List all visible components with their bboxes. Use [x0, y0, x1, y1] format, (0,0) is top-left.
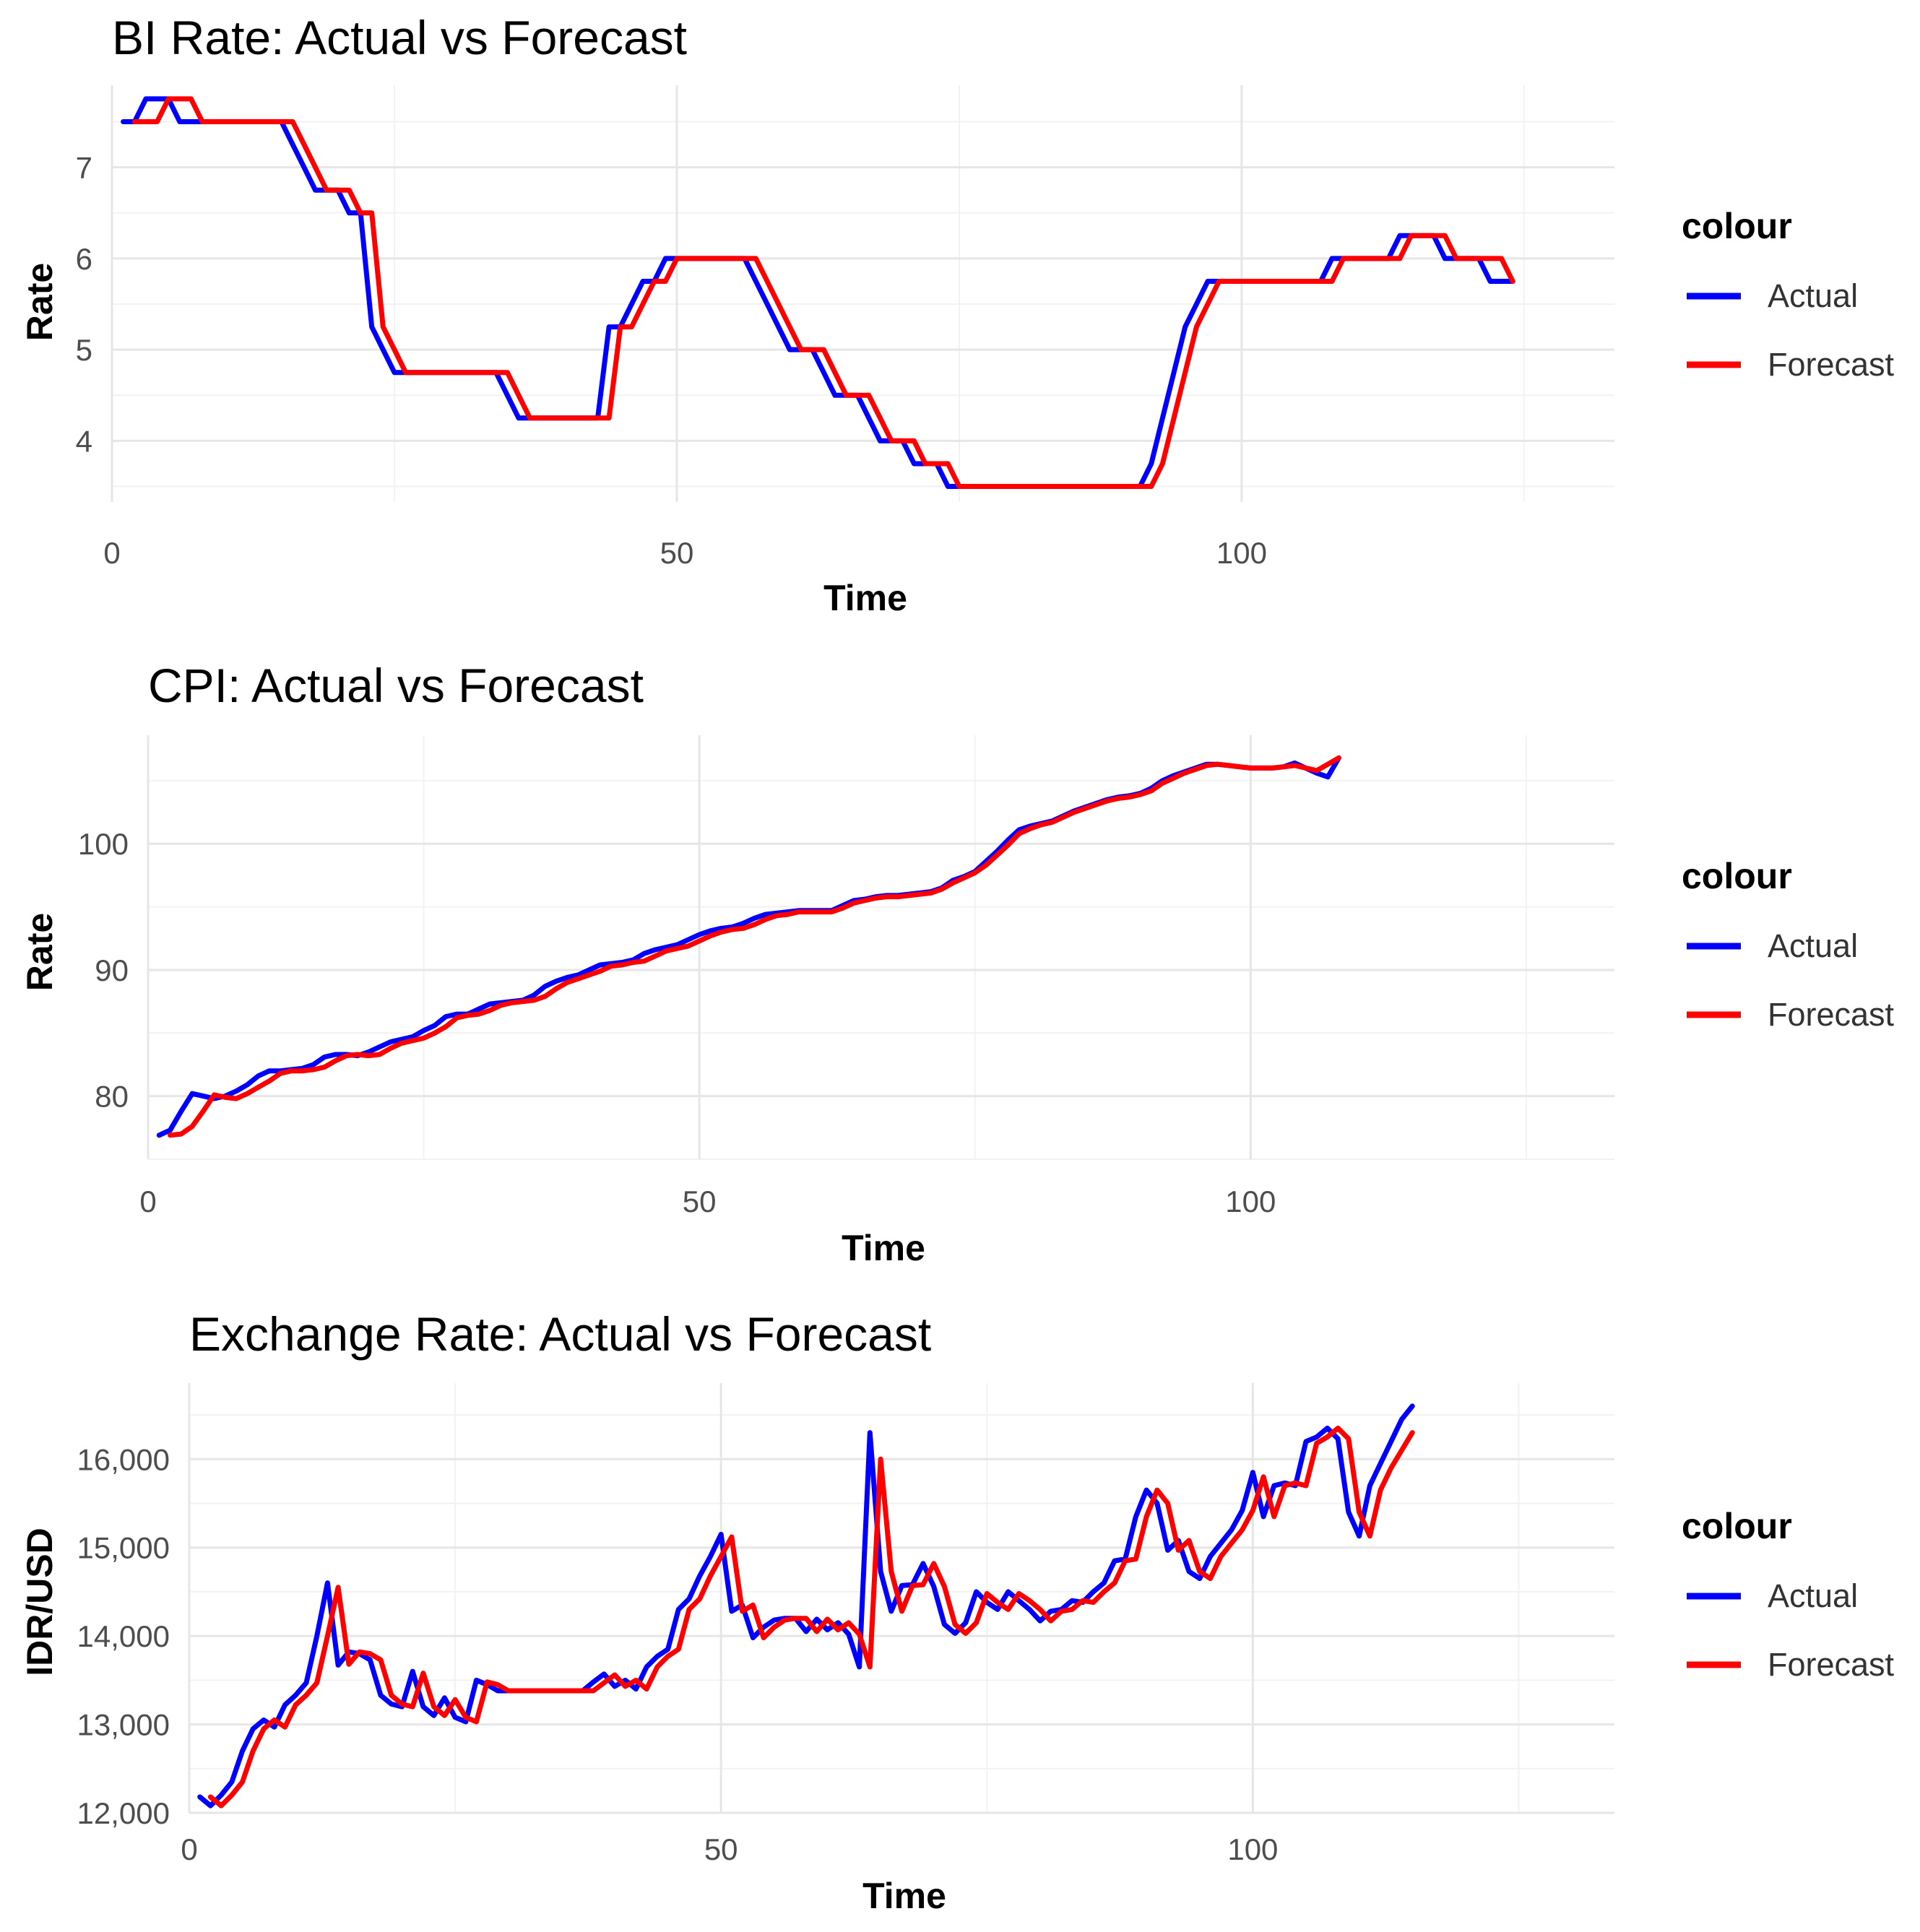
y-tick-label: 7 [76, 151, 92, 185]
y-axis-title: IDR/USD [20, 1528, 60, 1676]
x-tick-label: 50 [660, 536, 694, 570]
x-axis-title: Time [842, 1228, 925, 1268]
series-group [197, 1403, 1415, 1808]
x-tick-label: 100 [1225, 1184, 1276, 1218]
legend-title: colour [1682, 856, 1792, 896]
y-tick-label: 12,000 [77, 1796, 170, 1830]
legend-label-actual: Actual [1768, 927, 1858, 964]
y-tick-label: 90 [95, 953, 129, 987]
y-tick-label: 80 [95, 1080, 129, 1114]
series-line-forecast [131, 96, 1515, 489]
exchange-rate-panel: Exchange Rate: Actual vs Forecast 0 50 100… [20, 1307, 1895, 1916]
y-tick-labels: 4 5 6 7 [76, 151, 92, 459]
x-axis-title: Time [862, 1876, 946, 1916]
series-line-forecast [168, 755, 1341, 1138]
legend: colour Actual Forecast [1682, 1506, 1895, 1683]
x-tick-label: 50 [683, 1184, 717, 1218]
x-tick-label: 0 [181, 1832, 197, 1866]
chart-title: BI Rate: Actual vs Forecast [112, 11, 687, 64]
series-group [156, 755, 1341, 1138]
x-tick-labels: 0 50 100 [139, 1184, 1276, 1218]
x-axis-title: Time [823, 578, 907, 618]
legend-title: colour [1682, 1506, 1792, 1546]
y-axis-title: Rate [20, 913, 60, 991]
y-tick-label: 4 [76, 424, 92, 458]
y-tick-label: 13,000 [77, 1708, 170, 1742]
legend-label-forecast: Forecast [1768, 1646, 1895, 1683]
cpi-panel: CPI: Actual vs Forecast 0 50 100 80 90 100 T… [20, 659, 1895, 1268]
x-tick-label: 100 [1216, 536, 1267, 570]
series-line-actual [197, 1403, 1415, 1808]
x-tick-labels: 0 50 100 [181, 1832, 1278, 1866]
chart-title: Exchange Rate: Actual vs Forecast [189, 1307, 931, 1361]
legend-label-actual: Actual [1768, 1577, 1858, 1614]
y-tick-label: 100 [78, 827, 129, 861]
legend-label-actual: Actual [1768, 277, 1858, 314]
y-tick-label: 6 [76, 242, 92, 276]
legend: colour Actual Forecast [1682, 206, 1895, 383]
legend-title: colour [1682, 206, 1792, 246]
x-tick-label: 50 [704, 1832, 738, 1866]
series-group [121, 96, 1515, 489]
legend-label-forecast: Forecast [1768, 346, 1895, 383]
y-axis-title: Rate [20, 263, 60, 341]
y-tick-label: 15,000 [77, 1531, 170, 1565]
legend: colour Actual Forecast [1682, 856, 1895, 1033]
x-tick-label: 100 [1227, 1832, 1278, 1866]
y-tick-label: 5 [76, 333, 92, 367]
x-tick-label: 0 [103, 536, 120, 570]
bi-rate-panel: BI Rate: Actual vs Forecast 0 50 100 4567 … [20, 11, 1895, 618]
series-line-forecast [207, 1425, 1415, 1808]
x-tick-labels: 0 50 100 [103, 536, 1267, 570]
chart-title: CPI: Actual vs Forecast [148, 659, 644, 712]
y-tick-label: 14,000 [77, 1619, 170, 1653]
y-tick-label: 16,000 [77, 1442, 170, 1476]
grid [147, 735, 1614, 1160]
y-tick-labels: 80 90 100 [78, 827, 129, 1113]
x-tick-label: 0 [139, 1184, 156, 1218]
y-tick-labels: 12,000 13,000 14,000 15,000 16,000 [77, 1442, 170, 1830]
legend-label-forecast: Forecast [1768, 996, 1895, 1033]
